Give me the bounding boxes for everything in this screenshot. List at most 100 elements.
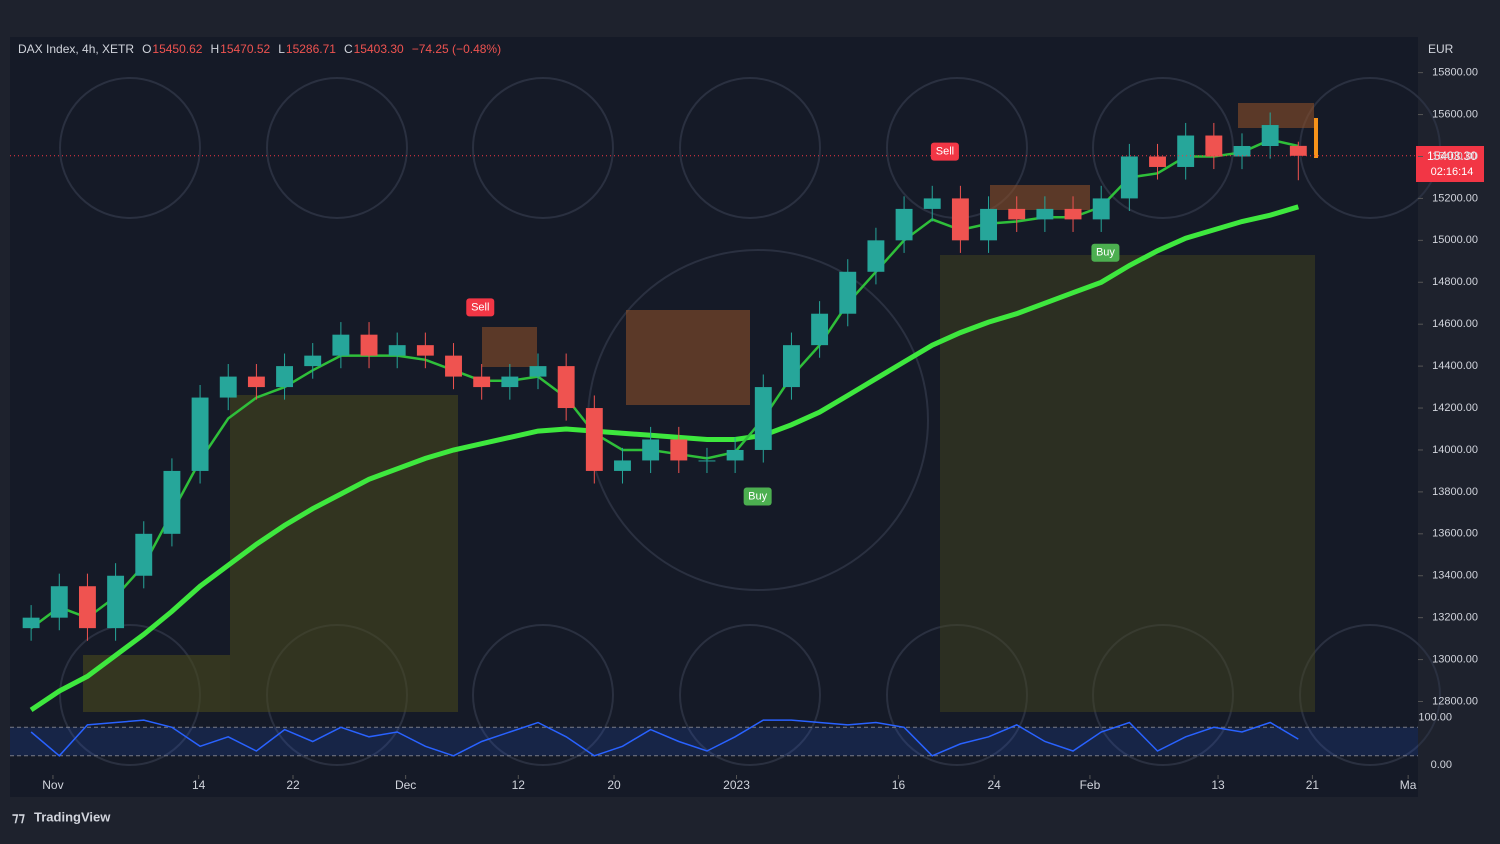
header-item: 15450.62: [152, 42, 202, 56]
x-tick-label: 14: [192, 778, 206, 792]
header-item: O: [142, 42, 151, 56]
candle-body: [1261, 125, 1279, 147]
y-tick-label: 13200.00: [1432, 612, 1478, 624]
x-tick-label: 12: [512, 778, 526, 792]
candle-body: [980, 208, 998, 241]
y-tick-label: 13600.00: [1432, 528, 1478, 540]
candle-body: [923, 198, 941, 209]
candle-body: [332, 334, 350, 356]
candle-body: [247, 376, 265, 388]
signal-badge: [1091, 243, 1120, 262]
candle-body: [1233, 146, 1251, 157]
candle-body: [670, 439, 688, 461]
x-tick-label: Feb: [1080, 778, 1101, 792]
y-tick-label: 15200.00: [1432, 192, 1478, 204]
y-tick-label: 14000.00: [1432, 444, 1478, 456]
osc-band: [10, 727, 1418, 756]
candle-body: [1205, 135, 1223, 157]
signal-badge: [466, 298, 495, 317]
y-tick-label: 14600.00: [1432, 318, 1478, 330]
candle-body: [473, 376, 491, 388]
x-tick-label: 24: [988, 778, 1002, 792]
x-tick-label: Ma: [1400, 778, 1417, 792]
price-pane: [10, 112, 1418, 712]
x-tick-label: 13: [1211, 778, 1225, 792]
y-tick-label: 15600.00: [1432, 108, 1478, 120]
candle-body: [416, 345, 434, 356]
candle-body: [1177, 135, 1195, 167]
candle-body: [1092, 198, 1110, 220]
candle-body: [445, 355, 462, 377]
osc-tick-label: 100.00: [1418, 712, 1452, 724]
candle-body: [1120, 156, 1138, 199]
countdown: 02:16:14: [1431, 166, 1474, 178]
candle-body: [163, 470, 181, 534]
header-item: C: [344, 42, 353, 56]
x-tick-label: 22: [286, 778, 300, 792]
candle-body: [276, 366, 294, 388]
header-item: DAX Index, 4h, XETR: [18, 42, 134, 56]
header-item: L: [278, 42, 285, 56]
candle-body: [78, 586, 96, 629]
candle-body: [360, 334, 378, 356]
candle-body: [529, 366, 547, 377]
y-tick-label: 15000.00: [1432, 234, 1478, 246]
candle-body: [304, 355, 322, 367]
candle-body: [754, 387, 772, 450]
brand-logo: ⁊⁊: [12, 809, 25, 824]
x-tick-label: Dec: [395, 778, 416, 792]
candle-body: [951, 198, 969, 241]
price-label: 15403.30: [1427, 149, 1477, 163]
header-item: 15286.71: [286, 42, 336, 56]
candle-body: [191, 397, 209, 471]
header-item: 15470.52: [220, 42, 270, 56]
candle-body: [726, 449, 744, 461]
header-item: H: [210, 42, 219, 56]
candle-body: [557, 366, 575, 409]
candle-body: [867, 240, 885, 272]
candle-body: [1149, 156, 1166, 167]
candle-body: [1289, 145, 1307, 156]
y-tick-label: 15400.00: [1432, 150, 1478, 162]
signal-badge: [930, 142, 959, 161]
candle-body: [614, 460, 631, 471]
candle-body: [50, 586, 68, 618]
oscillator-pane: [10, 719, 1418, 757]
currency: EUR: [1428, 42, 1454, 56]
osc-tick-label: 0.00: [1431, 759, 1452, 771]
signal-label: Sell: [471, 301, 489, 313]
candle-body: [782, 345, 800, 388]
brand: TradingView: [34, 809, 111, 824]
y-tick-label: 14200.00: [1432, 402, 1478, 414]
candle-body: [501, 376, 519, 388]
x-tick-label: 21: [1306, 778, 1320, 792]
candle-body: [642, 439, 660, 461]
signal-badge: [743, 487, 772, 506]
y-tick-label: 12800.00: [1432, 695, 1478, 707]
candle-body: [388, 345, 406, 356]
header-item: −74.25 (−0.48%): [412, 42, 501, 56]
line: [29, 204, 1300, 712]
x-tick-label: 2023: [723, 778, 750, 792]
zones: [83, 103, 1318, 712]
x-tick-label: Nov: [42, 778, 63, 792]
x-tick-label: 16: [892, 778, 906, 792]
x-tick-label: 20: [607, 778, 621, 792]
signal-label: Sell: [936, 146, 954, 158]
y-tick-label: 13400.00: [1432, 570, 1478, 582]
candle-body: [1008, 208, 1026, 220]
candle-body: [1064, 208, 1082, 220]
y-tick-label: 13000.00: [1432, 653, 1478, 665]
line: [30, 719, 1299, 757]
candle-body: [135, 533, 153, 576]
header: DAX Index, 4h, XETR O15450.62 H15470.52 L15…: [18, 42, 501, 56]
candle-body: [107, 575, 125, 629]
candle-body: [811, 313, 829, 346]
price-marker: [1416, 146, 1484, 182]
y-tick-label: 13800.00: [1432, 486, 1478, 498]
candle-body: [585, 408, 603, 471]
y-tick-label: 14800.00: [1432, 276, 1478, 288]
signal-label: Buy: [748, 490, 767, 502]
signal-label: Buy: [1096, 247, 1115, 259]
